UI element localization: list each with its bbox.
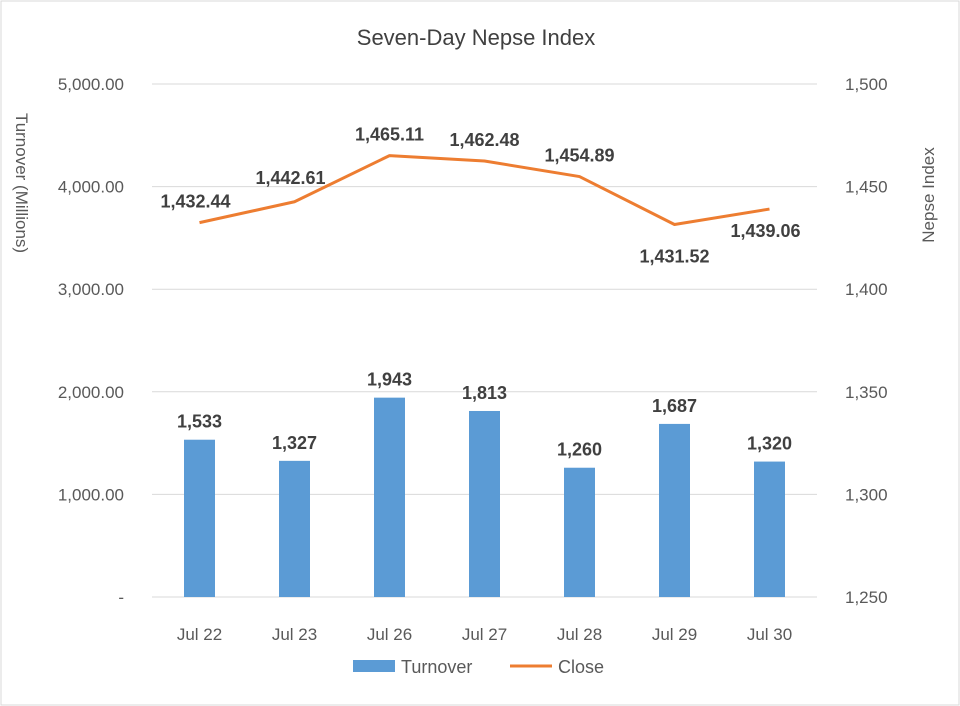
close-line-label: 1,454.89 bbox=[544, 146, 614, 166]
turnover-bar-label: 1,260 bbox=[557, 440, 602, 460]
legend-turnover-label: Turnover bbox=[401, 657, 472, 677]
axis-ticks: - 1,000.00 2,000.00 3,000.00 4,000.00 5,000.0… bbox=[58, 75, 888, 644]
chart-title: Seven-Day Nepse Index bbox=[357, 25, 595, 50]
close-line-label: 1,442.61 bbox=[255, 168, 325, 188]
y-left-tick-label: 1,000.00 bbox=[58, 485, 124, 504]
y-axis-right-title: Nepse Index bbox=[919, 147, 938, 243]
turnover-bar-label: 1,327 bbox=[272, 433, 317, 453]
turnover-bar bbox=[279, 460, 310, 597]
turnover-bar bbox=[469, 410, 500, 597]
close-line-label: 1,465.11 bbox=[355, 125, 424, 145]
y-right-tick-label: 1,400 bbox=[845, 280, 888, 299]
x-tick-label: Jul 28 bbox=[557, 625, 602, 644]
data-labels: 1,533 1,327 1,943 1,813 1,260 1,687 1,320 1,432… bbox=[160, 125, 800, 460]
turnover-bar-label: 1,533 bbox=[177, 412, 222, 432]
y-left-tick-label: - bbox=[118, 588, 124, 607]
y-axis-left-title: Turnover (Millions) bbox=[12, 113, 31, 253]
x-tick-label: Jul 22 bbox=[177, 625, 222, 644]
y-right-tick-label: 1,250 bbox=[845, 588, 888, 607]
y-left-tick-label: 3,000.00 bbox=[58, 280, 124, 299]
turnover-bar-label: 1,687 bbox=[652, 396, 697, 416]
y-left-tick-label: 5,000.00 bbox=[58, 75, 124, 94]
x-tick-label: Jul 30 bbox=[747, 625, 792, 644]
y-right-tick-label: 1,300 bbox=[845, 485, 888, 504]
x-tick-label: Jul 23 bbox=[272, 625, 317, 644]
y-right-tick-label: 1,450 bbox=[845, 178, 888, 197]
y-left-tick-label: 4,000.00 bbox=[58, 178, 124, 197]
turnover-bar bbox=[184, 439, 215, 597]
legend-close-label: Close bbox=[558, 657, 604, 677]
turnover-bar-label: 1,320 bbox=[747, 434, 792, 454]
legend: Turnover Close bbox=[353, 657, 604, 677]
turnover-bar bbox=[564, 467, 595, 597]
y-right-tick-label: 1,350 bbox=[845, 383, 888, 402]
turnover-bar bbox=[659, 423, 690, 597]
close-line-label: 1,439.06 bbox=[730, 221, 800, 241]
close-line-label: 1,462.48 bbox=[449, 130, 519, 150]
close-line bbox=[199, 154, 770, 227]
close-line-group bbox=[199, 154, 770, 227]
legend-turnover-swatch bbox=[353, 660, 395, 672]
turnover-bar bbox=[754, 461, 785, 597]
gridlines bbox=[152, 83, 817, 598]
close-line-label: 1,431.52 bbox=[639, 247, 709, 267]
turnover-bar-label: 1,813 bbox=[462, 383, 507, 403]
x-tick-label: Jul 27 bbox=[462, 625, 507, 644]
turnover-bar-label: 1,943 bbox=[367, 370, 412, 390]
x-tick-label: Jul 29 bbox=[652, 625, 697, 644]
turnover-bar bbox=[374, 397, 405, 597]
turnover-bars bbox=[184, 397, 785, 597]
y-right-tick-label: 1,500 bbox=[845, 75, 888, 94]
x-tick-label: Jul 26 bbox=[367, 625, 412, 644]
close-line-label: 1,432.44 bbox=[160, 192, 230, 212]
y-left-tick-label: 2,000.00 bbox=[58, 383, 124, 402]
